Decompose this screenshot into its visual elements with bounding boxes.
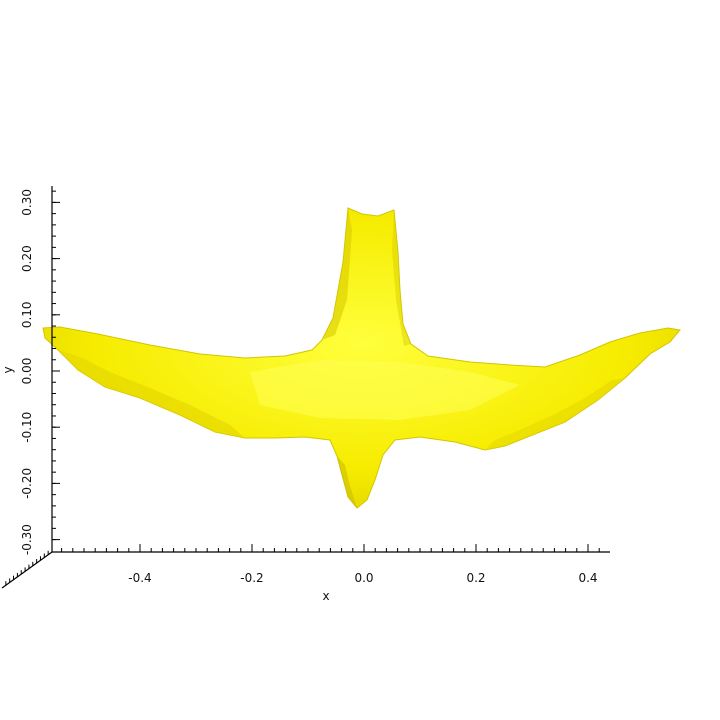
y-tick-label: -0.10 [20,412,34,443]
y-tick-label: 0.20 [20,245,34,272]
x-tick-label: 0.4 [578,571,597,585]
y-axis-title: y [1,366,15,373]
bird-silhouette [42,207,681,509]
x-tick-label: -0.4 [128,571,151,585]
bird-surface [42,207,681,509]
x-tick-label: 0.0 [354,571,373,585]
axes-group: -0.4 -0.2 0.0 0.2 0.4 0.30 0.20 0.10 0.00 -0.10 -… [1,186,610,603]
y-tick-label: 0.00 [20,358,34,385]
tail-shadow [337,456,357,508]
x-axis-ticks: -0.4 -0.2 0.0 0.2 0.4 [61,544,600,585]
z-axis-ticks [5,550,49,586]
right-neck-shadow [392,210,411,346]
y-axis-ticks: 0.30 0.20 0.10 0.00 -0.10 -0.20 -0.30 [20,189,60,555]
right-wing-underside [485,378,625,450]
x-tick-label: 0.2 [466,571,485,585]
left-wing-underside [58,350,245,438]
y-tick-label: -0.30 [20,524,34,555]
z-axis-line [1,551,53,589]
body-highlight [250,360,520,420]
y-tick-label: -0.20 [20,468,34,499]
y-tick-label: 0.10 [20,301,34,328]
y-tick-label: 0.30 [20,189,34,216]
x-tick-label: -0.2 [240,571,263,585]
neck-shadow [322,208,352,340]
x-axis-title: x [322,589,329,603]
